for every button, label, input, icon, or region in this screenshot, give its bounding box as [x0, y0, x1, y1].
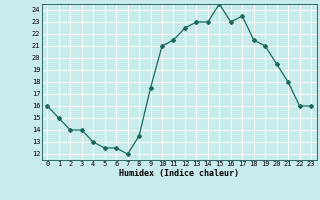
X-axis label: Humidex (Indice chaleur): Humidex (Indice chaleur) [119, 169, 239, 178]
